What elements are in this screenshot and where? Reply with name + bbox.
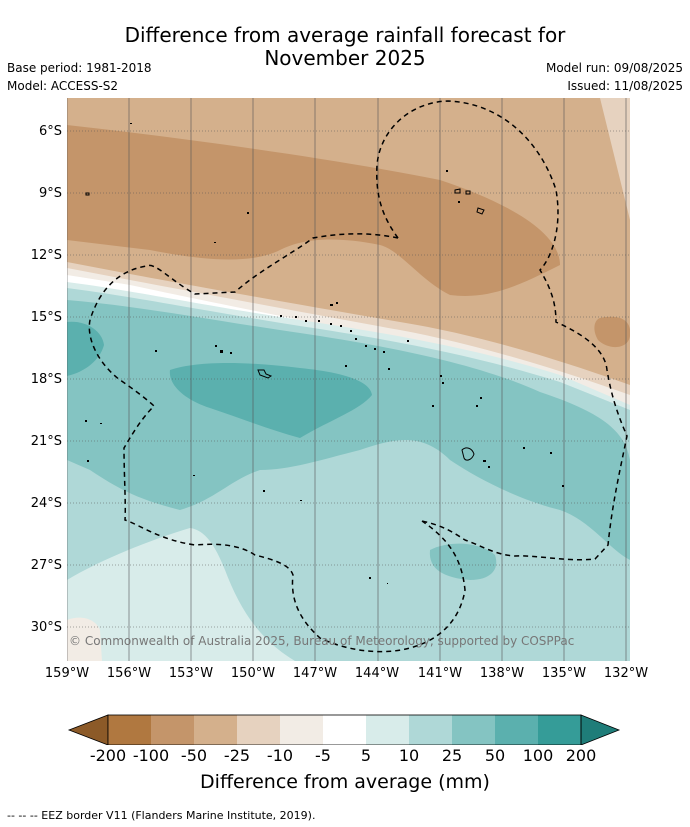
- colorbar-outline: [107, 714, 582, 745]
- lon-label-141w: 141°W: [417, 666, 463, 681]
- colorbar-swatch: [323, 715, 366, 745]
- lon-label-159w: 159°W: [44, 666, 90, 681]
- band-dry-sw: [67, 617, 102, 661]
- cbar-tick-0: -200: [89, 746, 127, 765]
- lat-label-30s: 30°S: [30, 620, 62, 635]
- title-line-1: Difference from average rainfall forecas…: [124, 23, 566, 47]
- lon-label-138w: 138°W: [479, 666, 525, 681]
- lon-label-132w: 132°W: [603, 666, 649, 681]
- lat-label-21s: 21°S: [30, 434, 62, 449]
- map-title: Difference from average rainfall forecas…: [0, 24, 690, 70]
- colorbar: [67, 714, 621, 745]
- map-area: [67, 98, 630, 661]
- colorbar-extend-high: [580, 714, 621, 745]
- lat-label-12s: 12°S: [30, 248, 62, 263]
- copyright-notice: © Commonwealth of Australia 2025, Bureau…: [69, 634, 575, 648]
- cbar-tick-8: 25: [441, 746, 463, 765]
- lat-label-6s: 6°S: [38, 124, 62, 139]
- colorbar-swatch: [409, 715, 452, 745]
- meta-right: Model run: 09/08/2025 Issued: 11/08/2025: [546, 59, 683, 95]
- cbar-tick-7: 10: [398, 746, 420, 765]
- issued-date: Issued: 11/08/2025: [567, 79, 683, 93]
- island-dots: [85, 123, 564, 584]
- cbar-tick-1: -100: [132, 746, 170, 765]
- band-dry-100-east: [594, 316, 630, 347]
- cbar-tick-10: 100: [522, 746, 554, 765]
- model-name: Model: ACCESS-S2: [7, 79, 119, 93]
- eez-border-north: [376, 100, 628, 561]
- eez-border-south: [88, 233, 466, 653]
- cbar-tick-9: 50: [484, 746, 506, 765]
- lat-label-27s: 27°S: [30, 558, 62, 573]
- colorbar-swatch: [151, 715, 194, 745]
- lon-label-153w: 153°W: [168, 666, 214, 681]
- base-period: Base period: 1981-2018: [7, 61, 152, 75]
- lon-label-147w: 147°W: [292, 666, 338, 681]
- lat-label-9s: 9°S: [38, 186, 62, 201]
- cbar-tick-11: 200: [565, 746, 597, 765]
- eez-legend-footer: -- -- -- EEZ border V11 (Flanders Marine…: [7, 809, 316, 822]
- colorbar-swatch: [495, 715, 538, 745]
- colorbar-swatch: [366, 715, 409, 745]
- colorbar-title: Difference from average (mm): [200, 771, 490, 793]
- cbar-tick-6: 5: [360, 746, 372, 765]
- band-wet-25-south: [429, 543, 497, 580]
- lon-label-150w: 150°W: [230, 666, 276, 681]
- lon-label-144w: 144°W: [354, 666, 400, 681]
- colorbar-extend-low: [67, 714, 109, 745]
- colorbar-swatch: [108, 715, 151, 745]
- colorbar-swatch: [194, 715, 237, 745]
- cbar-tick-2: -50: [180, 746, 208, 765]
- gridlines: [67, 98, 630, 661]
- colorbar-swatch: [452, 715, 495, 745]
- lat-label-24s: 24°S: [30, 496, 62, 511]
- colorbar-swatch: [237, 715, 280, 745]
- lat-label-15s: 15°S: [30, 310, 62, 325]
- model-run: Model run: 09/08/2025: [545, 61, 683, 75]
- meta-left: Base period: 1981-2018 Model: ACCESS-S2: [7, 59, 152, 95]
- title-line-2: November 2025: [264, 46, 426, 70]
- rainfall-map: [67, 98, 630, 661]
- colorbar-swatch: [280, 715, 323, 745]
- band-wet-50: [169, 363, 372, 438]
- band-wet-50-west: [67, 321, 104, 376]
- band-dry-100: [67, 125, 560, 296]
- lon-label-156w: 156°W: [106, 666, 152, 681]
- cbar-tick-4: -10: [266, 746, 294, 765]
- island-outlines: [85, 188, 485, 461]
- lat-label-18s: 18°S: [30, 372, 62, 387]
- cbar-tick-3: -25: [223, 746, 251, 765]
- cbar-tick-5: -5: [315, 746, 331, 765]
- colorbar-swatch: [538, 715, 581, 745]
- lon-label-135w: 135°W: [541, 666, 587, 681]
